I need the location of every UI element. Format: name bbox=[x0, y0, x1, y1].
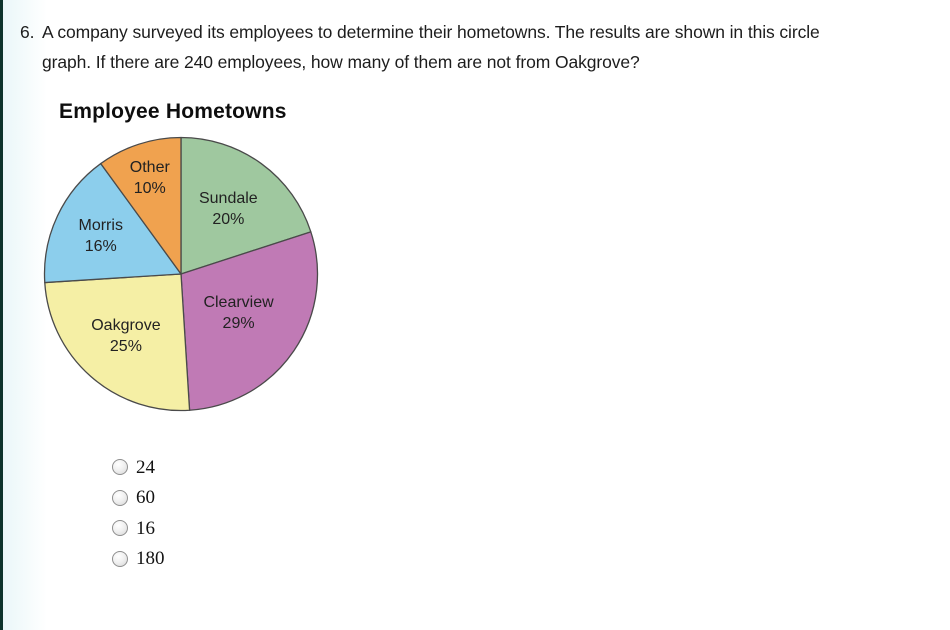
answer-option-label[interactable]: 16 bbox=[136, 517, 155, 539]
pie-slice-percent: 16% bbox=[84, 238, 117, 256]
radio-button-icon[interactable] bbox=[112, 489, 128, 506]
question-text-line-2: graph. If there are 240 employees, how m… bbox=[42, 52, 640, 72]
pie-slice-percent: 25% bbox=[109, 338, 142, 356]
pie-slice-label-other: Other 10% bbox=[130, 157, 170, 199]
pie-chart-svg bbox=[43, 136, 319, 412]
page-left-glow bbox=[3, 0, 47, 630]
pie-slice-name: Oakgrove bbox=[91, 317, 161, 335]
pie-slice-other bbox=[100, 136, 182, 275]
pie-slice-label-clearview: Clearview 29% bbox=[203, 292, 273, 334]
chart-title: Employee Hometowns bbox=[59, 100, 287, 123]
pie-slice-name: Other bbox=[129, 158, 170, 176]
answer-options-list: 24 60 16 180 bbox=[112, 452, 165, 574]
answer-option[interactable]: 16 bbox=[112, 513, 165, 544]
pie-slice-percent: 29% bbox=[222, 315, 255, 333]
question-block: 6. A company surveyed its employees to d… bbox=[20, 17, 934, 77]
radio-button-icon[interactable] bbox=[112, 550, 128, 567]
answer-option-label[interactable]: 24 bbox=[136, 456, 155, 478]
radio-button-icon[interactable] bbox=[112, 459, 128, 476]
pie-slice-label-sundale: Sundale 20% bbox=[199, 188, 258, 230]
pie-slice-label-oakgrove: Oakgrove 25% bbox=[91, 315, 160, 357]
radio-button-icon[interactable] bbox=[112, 520, 128, 537]
pie-slice-name: Morris bbox=[78, 217, 123, 235]
question-number: 6. bbox=[20, 22, 35, 42]
pie-slice-percent: 20% bbox=[212, 210, 245, 228]
pie-slice-sundale bbox=[180, 136, 312, 275]
pie-slice-name: Clearview bbox=[203, 294, 274, 312]
pie-slice-percent: 10% bbox=[133, 179, 166, 197]
pie-slice-oakgrove bbox=[44, 273, 191, 412]
question-text-line-1: A company surveyed its employees to dete… bbox=[42, 22, 820, 42]
pie-chart: Sundale 20% Clearview 29% Oakgrove 25% Morris 1… bbox=[40, 133, 330, 423]
pie-slice-clearview bbox=[180, 231, 319, 411]
answer-option[interactable]: 180 bbox=[112, 544, 165, 575]
answer-option-label[interactable]: 60 bbox=[136, 487, 155, 509]
page-left-accent-bar bbox=[0, 0, 3, 630]
pie-slice-morris bbox=[43, 162, 182, 284]
pie-slice-name: Sundale bbox=[198, 189, 258, 207]
pie-slice-label-morris: Morris 16% bbox=[79, 215, 123, 257]
question-text: A company surveyed its employees to dete… bbox=[42, 17, 820, 77]
answer-option[interactable]: 60 bbox=[112, 483, 165, 514]
answer-option-label[interactable]: 180 bbox=[136, 548, 165, 570]
answer-option[interactable]: 24 bbox=[112, 452, 165, 483]
